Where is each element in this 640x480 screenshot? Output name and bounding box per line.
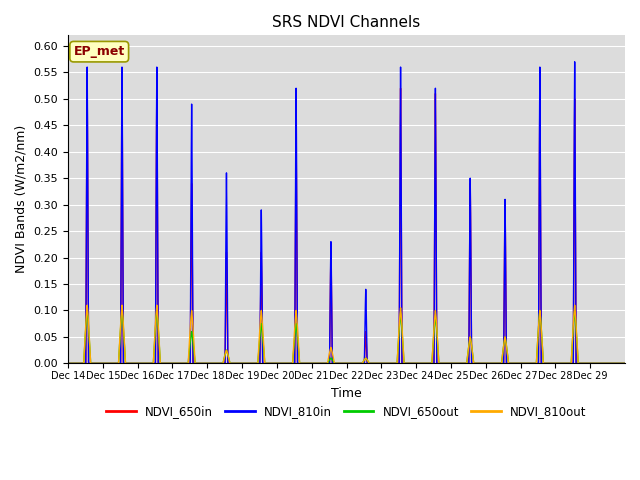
NDVI_810out	[83, 302, 91, 308]
Line: NDVI_810in: NDVI_810in	[68, 62, 625, 363]
NDVI_810out	[64, 360, 72, 366]
NDVI_650in	[467, 283, 475, 288]
NDVI_810out	[467, 339, 475, 345]
NDVI_810out	[536, 309, 544, 315]
NDVI_650out	[536, 309, 544, 315]
NDVI_650out	[83, 308, 91, 313]
NDVI_650in	[621, 360, 629, 366]
NDVI_810in	[621, 360, 629, 366]
NDVI_810in	[615, 360, 623, 366]
Line: NDVI_810out: NDVI_810out	[68, 305, 625, 363]
NDVI_810in	[502, 360, 510, 366]
NDVI_650in	[83, 85, 91, 91]
Line: NDVI_650out: NDVI_650out	[68, 311, 625, 363]
NDVI_810in	[418, 360, 426, 366]
NDVI_810in	[571, 59, 579, 65]
Line: NDVI_650in: NDVI_650in	[68, 88, 625, 363]
NDVI_650in	[64, 360, 72, 366]
Y-axis label: NDVI Bands (W/m2/nm): NDVI Bands (W/m2/nm)	[15, 125, 28, 274]
NDVI_810out	[503, 344, 511, 350]
NDVI_810in	[467, 256, 475, 262]
X-axis label: Time: Time	[331, 386, 362, 399]
Legend: NDVI_650in, NDVI_810in, NDVI_650out, NDVI_810out: NDVI_650in, NDVI_810in, NDVI_650out, NDV…	[102, 401, 591, 423]
NDVI_650out	[64, 360, 72, 366]
NDVI_650in	[179, 360, 186, 366]
NDVI_650in	[615, 360, 623, 366]
NDVI_810out	[621, 360, 629, 366]
NDVI_650out	[621, 360, 629, 366]
NDVI_810out	[179, 360, 186, 366]
NDVI_650out	[418, 360, 426, 366]
NDVI_650out	[503, 344, 511, 350]
Title: SRS NDVI Channels: SRS NDVI Channels	[273, 15, 420, 30]
NDVI_650out	[615, 360, 623, 366]
NDVI_650out	[467, 339, 475, 345]
NDVI_650in	[536, 113, 544, 119]
NDVI_810in	[178, 360, 186, 366]
NDVI_650in	[503, 360, 511, 366]
NDVI_810in	[536, 64, 544, 70]
Text: EP_met: EP_met	[74, 45, 125, 58]
NDVI_810out	[418, 360, 426, 366]
NDVI_650out	[179, 360, 186, 366]
NDVI_810in	[64, 360, 72, 366]
NDVI_810out	[615, 360, 623, 366]
NDVI_650in	[418, 360, 426, 366]
